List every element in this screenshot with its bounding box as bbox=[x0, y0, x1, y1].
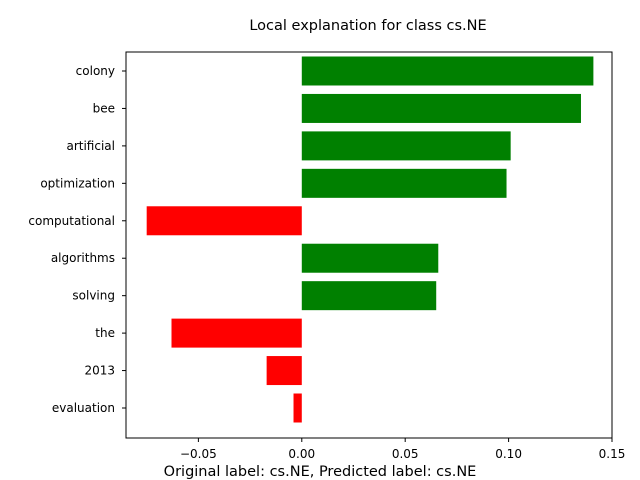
y-tick-label: the bbox=[95, 326, 115, 340]
x-tick-label: 0.05 bbox=[392, 447, 419, 461]
y-tick-label: bee bbox=[93, 101, 115, 115]
chart-title: Local explanation for class cs.NE bbox=[249, 18, 486, 34]
y-tick-label: computational bbox=[28, 214, 115, 228]
y-tick-label: solving bbox=[72, 289, 115, 303]
y-tick-label: evaluation bbox=[52, 401, 115, 415]
prediction-caption: Original label: cs.NE, Predicted label: … bbox=[164, 464, 477, 480]
x-tick-label: 0.10 bbox=[495, 447, 522, 461]
bar-artificial bbox=[301, 131, 511, 161]
bar-bee bbox=[301, 93, 581, 123]
bar-optimization bbox=[301, 168, 507, 198]
y-tick-label: artificial bbox=[66, 139, 115, 153]
y-axis: colony bee artificial optimization computati… bbox=[28, 64, 126, 415]
y-tick-label: 2013 bbox=[84, 364, 115, 378]
x-axis: −0.05 0.00 0.05 0.10 0.15 bbox=[180, 438, 625, 461]
bar-2013 bbox=[266, 356, 302, 386]
bar-evaluation bbox=[293, 393, 302, 423]
y-tick-label: algorithms bbox=[51, 251, 115, 265]
bar-colony bbox=[301, 56, 594, 86]
y-tick-label: colony bbox=[76, 64, 115, 78]
bar-solving bbox=[301, 281, 437, 311]
x-tick-label: 0.15 bbox=[599, 447, 626, 461]
x-tick-label: 0.00 bbox=[288, 447, 315, 461]
x-tick-label: −0.05 bbox=[180, 447, 217, 461]
plot-frame bbox=[125, 51, 613, 439]
bars-layer bbox=[146, 56, 594, 423]
bar-the bbox=[171, 318, 302, 348]
bar-computational bbox=[146, 206, 302, 236]
bar-algorithms bbox=[301, 243, 439, 273]
y-tick-label: optimization bbox=[40, 176, 115, 190]
